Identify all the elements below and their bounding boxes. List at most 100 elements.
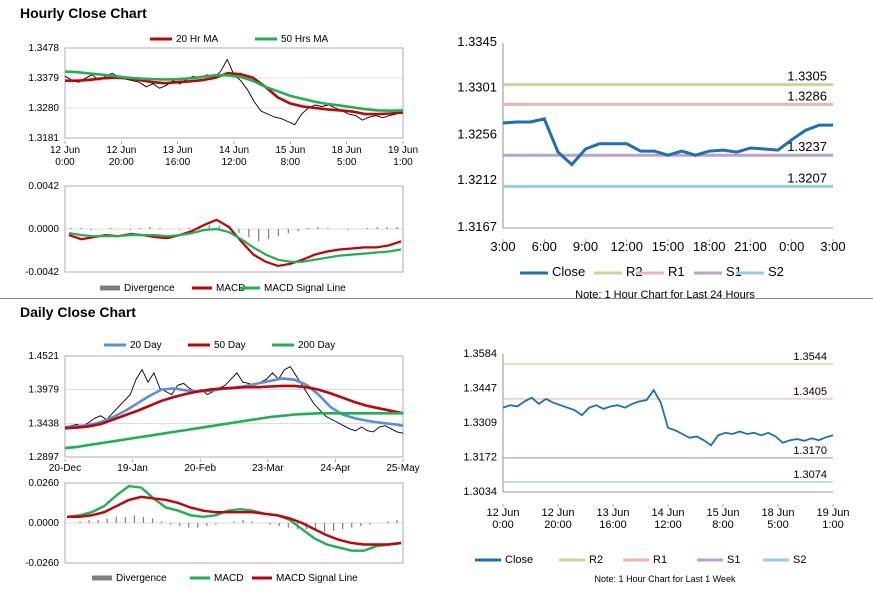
hourly-24h-level-r2-label: 1.3305: [787, 69, 827, 84]
daily-macd-y-tick-0: 0.0260: [28, 478, 59, 489]
hourly-ma-x-tick-2: 13 Jun: [163, 145, 193, 156]
hourly-24h-legend-label-2: R1: [668, 264, 685, 279]
daily-ma-y-tick-1: 1.3979: [28, 385, 59, 396]
weekly-y-tick-3: 1.3172: [463, 451, 497, 463]
hourly-24h-x-tick-2: 9:00: [573, 239, 598, 254]
daily-ma-y-tick-3: 1.2897: [28, 452, 59, 463]
hourly-macd-legend-label-1: MACD: [216, 283, 245, 294]
hourly-24h-y-tick-2: 1.3256: [457, 127, 497, 142]
weekly-level-s2-label: 1.3074: [793, 469, 827, 481]
hourly-24h-close-line: [502, 117, 833, 167]
hourly-24h-note: Note: 1 Hour Chart for Last 24 Hours: [575, 289, 755, 301]
weekly-x-tick-3-time: 12:00: [654, 519, 682, 531]
weekly-close-line: [502, 388, 834, 447]
hourly-24h-level-s1-label: 1.3237: [787, 139, 827, 154]
weekly-legend-label-4: S2: [793, 554, 806, 566]
daily-ma-x-tick-2: 20-Feb: [184, 463, 216, 474]
daily-section-title: Daily Close Chart: [20, 304, 136, 320]
hourly-ma-price-line: [64, 58, 404, 126]
hourly-24h-legend-label-1: R2: [626, 264, 643, 279]
weekly-note: Note: 1 Hour Chart for Last 1 Week: [595, 574, 736, 584]
weekly-x-tick-6: 19 Jun: [816, 507, 849, 519]
hourly-24h-x-tick-4: 15:00: [652, 239, 685, 254]
weekly-level-s1-label: 1.3170: [793, 445, 827, 457]
weekly-x-tick-4-time: 8:00: [712, 519, 733, 531]
hourly-24h-x-tick-3: 12:00: [610, 239, 643, 254]
daily-ma-legend-label-2: 200 Day: [298, 340, 335, 351]
hourly-ma-x-tick-5: 18 Jun: [332, 145, 362, 156]
weekly-y-tick-0: 1.3584: [463, 348, 497, 360]
hourly-24h-level-s2-label: 1.3207: [787, 170, 827, 185]
weekly-x-tick-0: 12 Jun: [486, 507, 519, 519]
weekly-x-tick-5: 18 Jun: [761, 507, 794, 519]
hourly-ma-x-tick-4: 15 Jun: [275, 145, 305, 156]
daily-macd-chart: 0.0260 0.0000 -0.0260 Divergence MACD MACD Si…: [25, 478, 404, 584]
daily-ma-series-ma200: [64, 412, 403, 450]
hourly-ma-y-tick-2: 1.3280: [28, 103, 59, 114]
weekly-x-tick-0-time: 0:00: [492, 519, 513, 531]
hourly-macd-series-macd: [68, 218, 402, 268]
hourly-24h-legend-label-0: Close: [552, 264, 585, 279]
weekly-legend-label-0: Close: [505, 554, 533, 566]
weekly-y-tick-4: 1.3034: [463, 486, 497, 498]
hourly-ma-x-tick-1: 12 Jun: [106, 145, 136, 156]
daily-macd-series-signal: [67, 495, 402, 546]
weekly-x-tick-3: 14 Jun: [651, 507, 684, 519]
hourly-24h-y-tick-3: 1.3212: [457, 172, 497, 187]
weekly-legend-label-3: S1: [727, 554, 740, 566]
weekly-y-tick-1: 1.3447: [463, 382, 497, 394]
weekly-x-tick-5-time: 5:00: [767, 519, 788, 531]
hourly-24h-chart: 1.3345 1.3301 1.3256 1.3212 1.3167 1.3305 1.32…: [457, 34, 845, 301]
hourly-ma-x-tick-5-time: 5:00: [337, 157, 357, 168]
hourly-24h-legend-label-4: S2: [768, 264, 784, 279]
hourly-macd-y-tick-2: -0.0042: [25, 267, 59, 278]
daily-ma-x-tick-1: 19-Jan: [117, 463, 148, 474]
daily-ma-x-tick-0: 20-Dec: [49, 463, 81, 474]
daily-macd-legend-label-1: MACD: [214, 573, 243, 584]
weekly-x-tick-4: 15 Jun: [706, 507, 739, 519]
hourly-ma-legend-label-1: 50 Hrs MA: [281, 34, 329, 45]
hourly-24h-x-tick-1: 6:00: [532, 239, 557, 254]
daily-ma-y-tick-2: 1.3438: [28, 418, 59, 429]
hourly-ma-y-tick-0: 1.3478: [28, 43, 59, 54]
daily-ma-y-tick-0: 1.4521: [28, 351, 59, 362]
hourly-24h-x-tick-8: 3:00: [820, 239, 845, 254]
hourly-ma-y-tick-1: 1.3379: [28, 73, 59, 84]
hourly-ma-x-tick-6-time: 1:00: [393, 157, 413, 168]
hourly-macd-y-tick-0: 0.0042: [28, 181, 59, 192]
hourly-24h-legend-label-3: S1: [726, 264, 742, 279]
daily-macd-series-macd: [66, 484, 402, 552]
weekly-x-tick-2: 13 Jun: [596, 507, 629, 519]
daily-ma-x-tick-3: 23-Mar: [252, 463, 284, 474]
hourly-macd-series-signal: [68, 227, 402, 263]
daily-ma-price-line: [64, 366, 404, 434]
weekly-close-chart: 1.3584 1.3447 1.3309 1.3172 1.3034 1.3544 1.34…: [463, 348, 849, 584]
daily-ma-x-tick-5: 25-May: [386, 463, 419, 474]
hourly-macd-y-tick-1: 0.0000: [28, 224, 59, 235]
hourly-ma-x-tick-3-time: 12:00: [221, 157, 246, 168]
weekly-legend-label-1: R2: [589, 554, 603, 566]
hourly-24h-x-tick-7: 0:00: [779, 239, 804, 254]
hourly-ma-legend-label-0: 20 Hr MA: [176, 34, 219, 45]
hourly-ma-x-tick-3: 14 Jun: [219, 145, 249, 156]
hourly-24h-y-tick-0: 1.3345: [457, 34, 497, 49]
hourly-24h-x-tick-5: 18:00: [693, 239, 726, 254]
weekly-x-tick-6-time: 1:00: [822, 519, 843, 531]
hourly-section-title: Hourly Close Chart: [20, 5, 147, 21]
daily-ma-plot-area: [64, 355, 404, 458]
hourly-24h-level-r1-label: 1.3286: [787, 88, 827, 103]
weekly-y-tick-2: 1.3309: [463, 417, 497, 429]
hourly-24h-y-tick-4: 1.3167: [457, 219, 497, 234]
weekly-x-tick-1: 12 Jun: [541, 507, 574, 519]
weekly-x-tick-1-time: 20:00: [544, 519, 572, 531]
daily-ma-series-ma50: [64, 384, 404, 430]
hourly-macd-chart: 0.0042 0.0000 -0.0042 Divergence MACD MACD Si…: [25, 181, 404, 294]
daily-macd-y-tick-1: 0.0000: [28, 518, 59, 529]
daily-macd-legend-label-2: MACD Signal Line: [276, 573, 358, 584]
hourly-ma-x-tick-1-time: 20:00: [109, 157, 134, 168]
weekly-level-r1-label: 1.3405: [793, 386, 827, 398]
hourly-ma-x-tick-4-time: 8:00: [281, 157, 301, 168]
hourly-ma-series-ma50: [64, 70, 404, 113]
